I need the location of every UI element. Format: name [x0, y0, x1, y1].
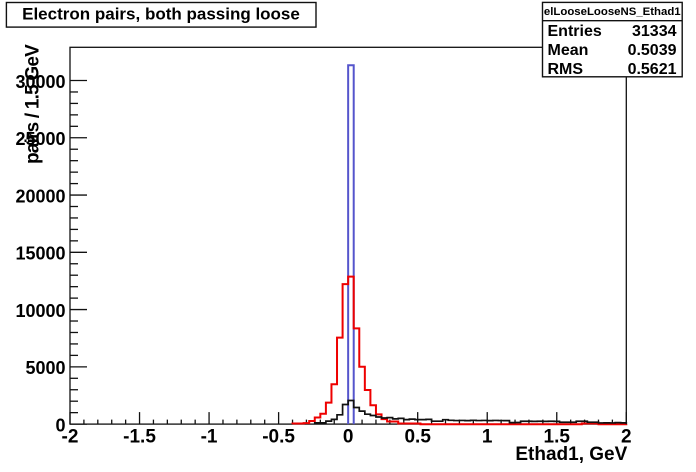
svg-text:0.5: 0.5 — [404, 427, 431, 448]
svg-text:31334: 31334 — [632, 23, 677, 40]
svg-text:RMS: RMS — [548, 61, 584, 78]
svg-text:Electron pairs, both passing l: Electron pairs, both passing loose — [22, 4, 300, 23]
svg-text:1: 1 — [482, 427, 493, 448]
svg-text:Entries: Entries — [548, 23, 602, 40]
svg-text:10000: 10000 — [15, 301, 65, 321]
svg-text:Ethad1, GeV: Ethad1, GeV — [515, 444, 627, 465]
svg-text:5000: 5000 — [25, 358, 65, 378]
svg-text:Mean: Mean — [548, 42, 589, 59]
svg-text:25000: 25000 — [15, 129, 65, 149]
svg-text:-2: -2 — [62, 427, 79, 448]
svg-text:0.5621: 0.5621 — [628, 61, 677, 78]
svg-text:-1: -1 — [201, 427, 218, 448]
svg-text:pairs / 1.5 GeV: pairs / 1.5 GeV — [23, 44, 44, 164]
svg-text:1.5: 1.5 — [544, 427, 571, 448]
svg-text:0: 0 — [343, 427, 354, 448]
svg-text:30000: 30000 — [15, 72, 65, 92]
svg-text:15000: 15000 — [15, 244, 65, 264]
svg-text:-0.5: -0.5 — [262, 427, 295, 448]
svg-text:-1.5: -1.5 — [123, 427, 156, 448]
svg-text:20000: 20000 — [15, 186, 65, 206]
svg-text:0: 0 — [55, 415, 65, 435]
svg-text:2: 2 — [621, 427, 632, 448]
svg-text:0.5039: 0.5039 — [628, 42, 677, 59]
svg-text:elLooseLooseNS_Ethad1: elLooseLooseNS_Ethad1 — [544, 6, 681, 18]
